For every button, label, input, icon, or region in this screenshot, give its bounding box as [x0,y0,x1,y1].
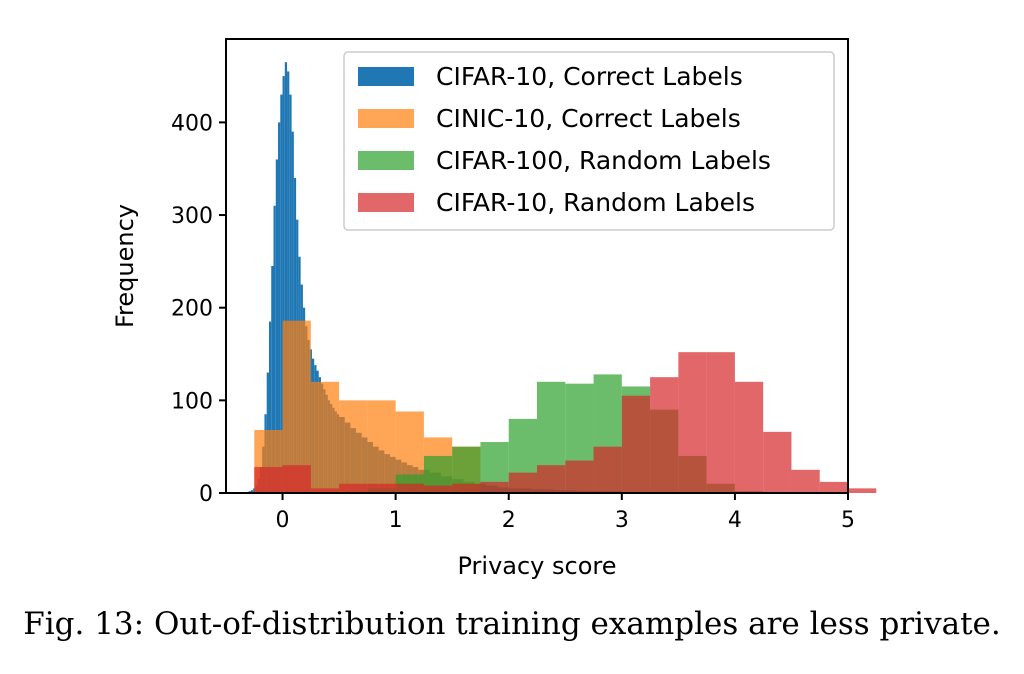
bar [480,481,509,493]
bar [367,483,396,493]
bar [282,76,285,494]
bar [734,381,764,493]
bar [678,352,707,493]
bar [537,465,566,493]
x-tick-label: 3 [615,508,629,533]
bar [423,485,453,493]
bar [706,352,735,493]
figure-caption: Fig. 13: Out-of-distribution training ex… [23,606,1001,642]
bar [282,465,311,493]
bar [282,320,311,493]
legend-label: CINIC-10, Correct Labels [436,104,741,133]
bar [763,431,792,493]
bar [339,400,368,493]
bar [339,483,368,493]
series-3 [254,352,877,493]
bar [287,71,290,493]
legend-swatch [358,193,414,212]
bar [621,395,651,493]
bar [791,469,820,493]
legend-swatch [358,151,414,170]
bar [452,483,481,493]
bar [254,467,283,493]
bar [271,266,274,493]
y-tick-label: 300 [171,204,213,229]
legend-label: CIFAR-10, Correct Labels [436,62,743,91]
x-axis-ticks: 0 1 2 3 4 5 [276,493,855,533]
legend-box [343,51,835,231]
x-tick-label: 2 [502,508,516,533]
bar [593,446,622,493]
bar [367,400,396,493]
x-tick-label: 5 [841,508,855,533]
bar [291,131,294,493]
y-axis-ticks: 0 100 200 300 400 [171,111,226,507]
bar [268,321,272,493]
histogram-chart: 0 1 2 3 4 5 0 100 200 300 400 Privacy score Frequ… [111,38,877,580]
bar [565,460,594,493]
bar [278,122,281,493]
plot-frame [225,38,849,494]
bar [250,490,254,493]
bar [289,94,292,494]
y-tick-label: 0 [199,482,213,507]
bar [848,488,877,493]
y-tick-label: 400 [171,111,213,136]
bar [280,94,283,494]
bar [395,483,424,493]
bar [508,472,537,493]
y-tick-label: 100 [171,389,213,414]
x-axis-label: Privacy score [457,552,616,580]
bar [273,205,276,493]
legend-label: CIFAR-10, Random Labels [436,188,755,217]
y-tick-label: 200 [171,297,213,322]
y-axis-label: Frequency [111,204,139,328]
bar [275,159,279,493]
x-tick-label: 1 [389,508,403,533]
bar [650,377,679,493]
legend: CIFAR-10, Correct Labels CINIC-10, Correc… [343,51,835,231]
legend-swatch [358,67,414,86]
bar [819,481,848,493]
legend-swatch [358,109,414,128]
x-tick-label: 4 [728,508,742,533]
bar [310,488,340,493]
bar [284,62,288,493]
legend-label: CIFAR-100, Random Labels [436,146,771,175]
bar [310,381,340,493]
histogram-bars [248,62,877,494]
x-tick-label: 0 [276,508,290,533]
